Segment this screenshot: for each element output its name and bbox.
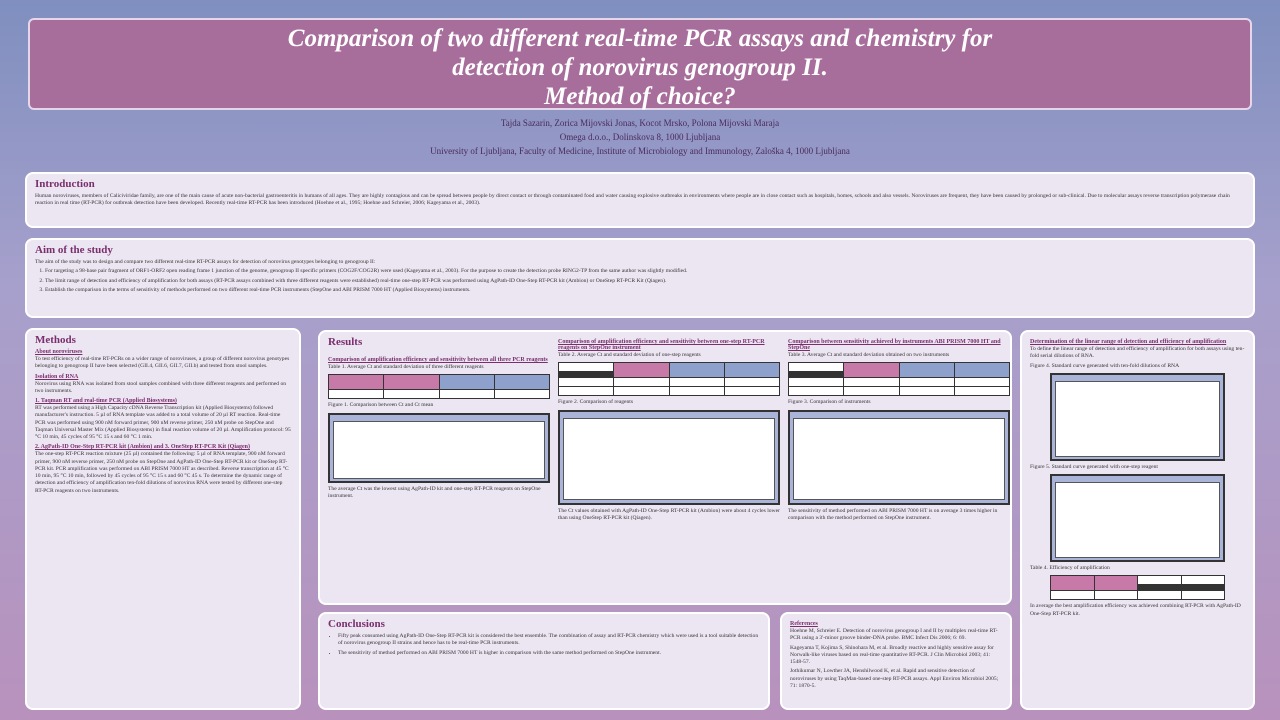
- note: The average Ct was the lowest using AgPa…: [328, 485, 541, 499]
- results-col: Comparison between sensitivity achieved …: [788, 336, 1010, 524]
- results-col: Comparison of amplification efficiency a…: [328, 354, 550, 502]
- subheading: Comparison of amplification efficiency a…: [558, 339, 765, 351]
- methods: Methods About noroviruses To test efficie…: [25, 328, 301, 710]
- caption: Table 1. Average Ct and standard deviati…: [328, 364, 484, 370]
- aim-item: Establish the comparison in the terms of…: [45, 287, 1245, 294]
- introduction: Introduction Human noroviruses, members …: [25, 172, 1255, 228]
- caption: Table 3. Average Ct and standard deviati…: [788, 352, 950, 358]
- conclusions: Conclusions Fifty peak consumed using Ag…: [318, 612, 770, 710]
- methods-body: About noroviruses To test efficiency of r…: [35, 349, 291, 495]
- table: [558, 362, 780, 397]
- caption: Table 2. Average Ct and standard deviati…: [558, 352, 701, 358]
- table: [788, 362, 1010, 397]
- note: The Ct values obtained with AgPath-ID On…: [558, 507, 780, 521]
- conclusion-item: The sensitivity of method performed on A…: [338, 650, 760, 657]
- method-text: To test efficiency of real-time RT-PCRs …: [35, 356, 290, 370]
- text: To define the linear range of detection …: [1030, 346, 1245, 360]
- chart-figure: [558, 409, 780, 505]
- note: In average the best amplification effici…: [1030, 603, 1241, 617]
- results: Results Comparison of amplification effi…: [318, 330, 1012, 605]
- aim: Aim of the study The aim of the study wa…: [25, 238, 1255, 318]
- method-text: The one-step RT-PCR reaction mixture (25…: [35, 451, 289, 494]
- heading: Aim of the study: [35, 244, 113, 256]
- caption: Figure 3. Comparison of instruments: [788, 399, 871, 406]
- affiliation: University of Ljubljana, Faculty of Medi…: [430, 146, 850, 156]
- caption: Figure 4. Standard curve generated with …: [1030, 362, 1180, 369]
- heading: Introduction: [35, 178, 95, 190]
- aim-item: For targeting a 98-base pair fragment of…: [45, 268, 1245, 275]
- method-text: RT was performed using a High Capacity c…: [35, 405, 291, 441]
- aim-list: For targeting a 98-base pair fragment of…: [35, 268, 1245, 294]
- title-banner: Comparison of two different real-time PC…: [28, 18, 1252, 110]
- heading: Methods: [35, 334, 76, 346]
- affiliation: Omega d.o.o., Dolinskova 8, 1000 Ljublja…: [559, 132, 721, 142]
- subheading: Determination of the linear range of det…: [1030, 339, 1227, 345]
- results-right: Determination of the linear range of det…: [1020, 330, 1255, 710]
- method-title: 2. AgPath-ID One-Step RT-PCR kit (Ambion…: [35, 444, 250, 451]
- note: The sensitivity of method performed on A…: [788, 507, 998, 521]
- heading: Conclusions: [328, 618, 385, 630]
- text: The aim of the study was to design and c…: [35, 259, 376, 265]
- title-line: Comparison of two different real-time PC…: [287, 25, 993, 52]
- subheading: Comparison between sensitivity achieved …: [788, 339, 1001, 351]
- caption: Table 4. Efficiency of amplification: [1030, 565, 1110, 572]
- heading: Results: [328, 336, 363, 348]
- chart-figure: [328, 412, 550, 483]
- reference: Kageyama T, Kojima S, Shinohara M, et al…: [790, 644, 994, 666]
- chart-figure: [1050, 474, 1225, 563]
- table: [1050, 575, 1225, 601]
- conclusions-list: Fifty peak consumed using AgPath-ID One-…: [328, 633, 760, 657]
- method-title: 1. Taqman RT and real-time PCR (Applied …: [35, 398, 177, 405]
- subheading: References: [790, 621, 818, 627]
- references: References Hoehne M, Schreier E. Detecti…: [780, 612, 1012, 710]
- table: [328, 374, 550, 400]
- subheading: Comparison of amplification efficiency a…: [328, 357, 548, 363]
- caption: Figure 2. Comparison of reagents: [558, 399, 634, 406]
- method-text: Norovirus using RNA was isolated from st…: [35, 380, 287, 394]
- results-col: Comparison of amplification efficiency a…: [558, 336, 780, 524]
- method-title: About noroviruses: [35, 349, 83, 355]
- method-title: Isolation of RNA: [35, 373, 79, 380]
- authors: Tajda Sazarin, Zorica Mijovski Jonas, Ko…: [500, 118, 780, 128]
- title-line: detection of norovirus genogroup II.: [452, 54, 828, 81]
- conclusion-item: Fifty peak consumed using AgPath-ID One-…: [338, 633, 760, 648]
- caption: Figure 5. Standard curve generated with …: [1030, 463, 1158, 470]
- caption: Figure 1. Comparison between Ct and Ct m…: [328, 402, 434, 409]
- title-line: Method of choice?: [544, 83, 736, 110]
- text: Human noroviruses, members of Caliciviri…: [35, 193, 1230, 207]
- reference: Jothikumar N, Lowther JA, Henshilwood K,…: [790, 668, 999, 689]
- reference: Hoehne M, Schreier E. Detection of norov…: [790, 628, 998, 642]
- aim-item: The limit range of detection and efficie…: [45, 278, 1245, 285]
- chart-figure: [788, 409, 1010, 505]
- references-list: Hoehne M, Schreier E. Detection of norov…: [790, 628, 1002, 690]
- chart-figure: [1050, 372, 1225, 461]
